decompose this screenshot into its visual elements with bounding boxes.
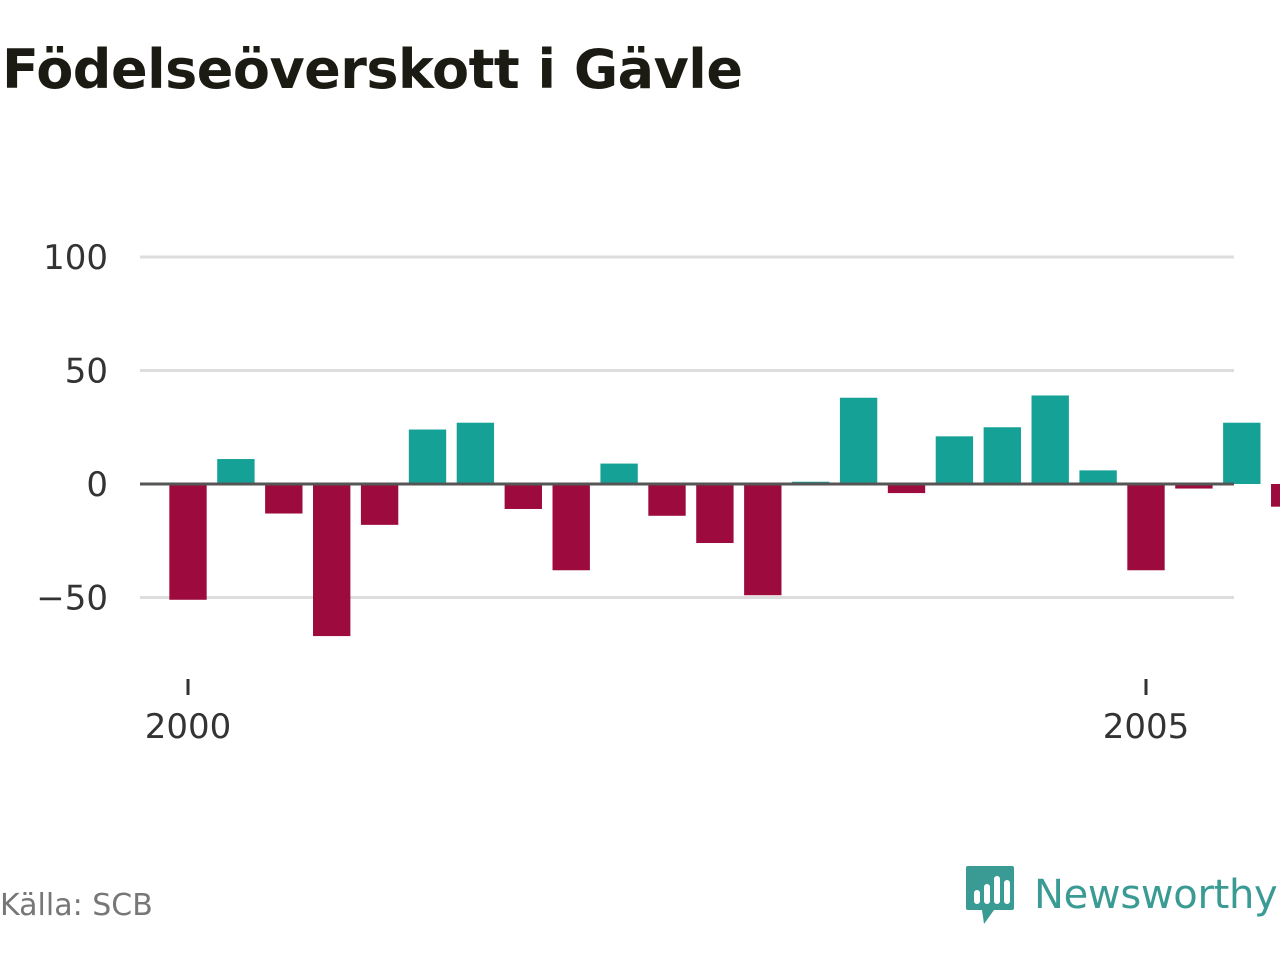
y-tick-label: 0 [86,465,108,505]
chart-title: Födelseöverskott i Gävle [2,38,743,101]
y-axis-ticks: −50 0 50 100 [36,238,108,619]
brand-name: Newsworthy [1034,872,1278,918]
newsworthy-logo-icon [966,866,1014,924]
bar [504,484,542,509]
bar [648,484,686,516]
bar [744,484,782,596]
bar [456,422,495,484]
bar [408,429,447,484]
source-label: Källa: SCB [0,888,153,923]
bar [1271,484,1280,507]
x-tick-label: 2000 [145,707,232,747]
bar [217,459,255,484]
bars [169,395,1280,637]
y-tick-label: −50 [36,579,108,619]
bar [935,436,974,484]
bar [552,484,590,571]
y-tick-label: 100 [43,238,108,278]
x-tick-label: 2005 [1103,707,1190,747]
bar [169,484,207,600]
bar [983,427,1021,484]
bar [360,484,399,525]
gridlines [140,255,1234,599]
bar [839,397,878,484]
bar [313,484,351,637]
bar [1175,484,1213,489]
bar [1127,484,1165,571]
brand-logo[interactable]: Newsworthy [964,864,1278,926]
bar [1079,470,1117,484]
bar [265,484,303,514]
bar [600,463,638,484]
bar [887,484,926,494]
bar [1031,395,1069,484]
x-axis-ticks: 200020052010201520202025 [145,679,1190,747]
bar [696,484,734,544]
bar [1223,422,1261,484]
y-tick-label: 50 [65,352,108,392]
